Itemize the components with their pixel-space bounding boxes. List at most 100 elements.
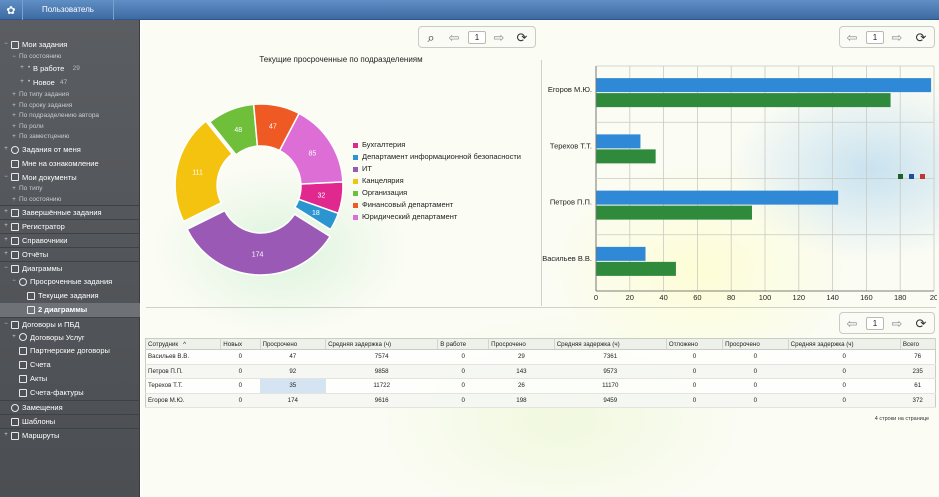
expand-icon[interactable]: +: [4, 209, 8, 216]
collapse-icon[interactable]: −: [4, 320, 8, 327]
sort-icon[interactable]: ^: [183, 340, 186, 348]
bar[interactable]: [596, 246, 646, 261]
column-header[interactable]: В работе: [437, 338, 490, 350]
expand-icon[interactable]: +: [12, 134, 16, 141]
expand-icon[interactable]: +: [12, 113, 16, 120]
sidebar-item[interactable]: + Отчёты: [0, 247, 140, 261]
next-page-icon[interactable]: ⇨: [891, 316, 903, 331]
expand-icon[interactable]: +: [12, 333, 16, 340]
sidebar-item[interactable]: Партнерские договоры: [0, 344, 140, 358]
sidebar-item[interactable]: Счета: [0, 358, 140, 372]
sidebar-item[interactable]: + Справочники: [0, 233, 140, 247]
sidebar-item[interactable]: Замещения: [0, 400, 140, 414]
sidebar-item[interactable]: + • В работе 29: [0, 62, 140, 76]
prev-page-icon[interactable]: ⇦: [846, 316, 858, 331]
sidebar-item[interactable]: + По сроку задания: [0, 101, 140, 112]
pie-slice[interactable]: [174, 120, 234, 223]
table-row[interactable]: Васильев В.В. 0 47 7574 0 29 7361 0 0 0 76: [145, 349, 936, 365]
refresh-icon[interactable]: ⟳: [516, 30, 528, 45]
sidebar-item[interactable]: + По типу: [0, 184, 140, 195]
expand-icon[interactable]: +: [4, 145, 8, 152]
column-header[interactable]: Просрочено: [260, 338, 327, 350]
page-number[interactable]: 1: [468, 31, 486, 44]
sidebar-item[interactable]: Текущие задания: [0, 289, 140, 303]
sidebar-item[interactable]: + По типу задания: [0, 90, 140, 101]
refresh-icon[interactable]: ⟳: [915, 316, 927, 331]
prev-page-icon[interactable]: ⇦: [448, 30, 460, 45]
collapse-icon[interactable]: −: [4, 173, 8, 180]
sidebar-item[interactable]: + • Новое 47: [0, 76, 140, 90]
sidebar-item[interactable]: + Завершённые задания: [0, 205, 140, 219]
column-header[interactable]: Сотрудник ^: [145, 338, 222, 350]
sidebar-item[interactable]: + Маршруты: [0, 427, 140, 442]
slice-value-label: 174: [252, 251, 264, 258]
sidebar-item[interactable]: + По подразделению автора: [0, 111, 140, 122]
page-number[interactable]: 1: [866, 317, 884, 330]
sidebar-item[interactable]: + По роли: [0, 122, 140, 133]
expand-icon[interactable]: +: [4, 223, 8, 230]
collapse-icon[interactable]: −: [12, 277, 16, 284]
pie-slice[interactable]: [293, 198, 340, 231]
expand-icon[interactable]: +: [4, 237, 8, 244]
sidebar-item[interactable]: 2 диаграммы: [0, 302, 140, 317]
bar[interactable]: [596, 190, 839, 205]
column-header[interactable]: Новых: [220, 338, 261, 350]
sidebar-item[interactable]: − Договоры и ПБД: [0, 316, 140, 331]
pie-slice[interactable]: [186, 209, 332, 276]
user-tab[interactable]: Пользователь: [22, 0, 114, 20]
column-header[interactable]: Средняя задержка (ч): [788, 338, 901, 350]
zoom-view-icon[interactable]: ⌕: [427, 30, 435, 45]
refresh-icon[interactable]: ⟳: [915, 30, 927, 45]
app-logo-icon[interactable]: ✿: [6, 4, 16, 17]
collapse-icon[interactable]: −: [4, 265, 8, 271]
page-number[interactable]: 1: [866, 31, 884, 44]
bar[interactable]: [596, 261, 676, 276]
sidebar-item-label: По состоянию: [19, 195, 62, 203]
expand-icon[interactable]: +: [4, 251, 8, 258]
table-row[interactable]: Егоров М.Ю. 0 174 9616 0 198 9459 0 0 0 372: [145, 393, 936, 409]
expand-icon[interactable]: +: [20, 79, 24, 86]
sidebar-item[interactable]: Акты: [0, 372, 140, 386]
expand-icon[interactable]: +: [12, 196, 16, 203]
sidebar-item[interactable]: + По заместцению: [0, 132, 140, 143]
column-header[interactable]: Просрочено: [488, 338, 555, 350]
sidebar-item[interactable]: − По состоянию: [0, 52, 140, 63]
sidebar-item[interactable]: Шаблоны: [0, 413, 140, 428]
table-cell: 0: [437, 349, 489, 365]
bar[interactable]: [596, 78, 932, 93]
sidebar-item[interactable]: − Просроченные задания: [0, 275, 140, 289]
sidebar-item[interactable]: − Мои задания: [0, 38, 140, 52]
expand-icon[interactable]: +: [12, 102, 16, 109]
sidebar-item[interactable]: + Задания от меня: [0, 143, 140, 157]
bar[interactable]: [596, 149, 656, 164]
pie-slice[interactable]: [278, 112, 344, 185]
sidebar-item[interactable]: − Мои документы: [0, 171, 140, 185]
collapse-icon[interactable]: −: [4, 41, 8, 47]
table-row[interactable]: Терехов Т.Т. 0 35 11722 0 26 11170 0 0 0 61: [145, 378, 936, 394]
collapse-icon[interactable]: −: [12, 53, 16, 60]
column-header[interactable]: Средняя задержка (ч): [554, 338, 667, 350]
sidebar-item[interactable]: + Регистратор: [0, 219, 140, 233]
bar[interactable]: [596, 205, 752, 220]
sidebar-item[interactable]: − Диаграммы: [0, 261, 140, 275]
sidebar-item[interactable]: + По состоянию: [0, 195, 140, 206]
sidebar-item-label: Диаграммы: [22, 264, 63, 273]
sidebar-item[interactable]: Счета-фактуры: [0, 386, 140, 400]
sidebar-item[interactable]: + Договоры Услуг: [0, 331, 140, 345]
sidebar-item[interactable]: Мне на ознакомление: [0, 157, 140, 171]
bar[interactable]: [596, 93, 891, 108]
column-header[interactable]: Просрочено: [722, 338, 789, 350]
bar[interactable]: [596, 134, 641, 149]
expand-icon[interactable]: +: [12, 186, 16, 193]
expand-icon[interactable]: +: [20, 65, 24, 72]
next-page-icon[interactable]: ⇨: [891, 30, 903, 45]
next-page-icon[interactable]: ⇨: [493, 30, 505, 45]
column-header[interactable]: Средняя задержка (ч): [325, 338, 439, 350]
column-header[interactable]: Всего: [900, 338, 937, 350]
expand-icon[interactable]: +: [12, 92, 16, 99]
table-row[interactable]: Петров П.П. 0 92 9858 0 143 9573 0 0 0 235: [145, 364, 936, 380]
column-header[interactable]: Отложено: [666, 338, 724, 350]
prev-page-icon[interactable]: ⇦: [846, 30, 858, 45]
expand-icon[interactable]: +: [4, 431, 8, 438]
expand-icon[interactable]: +: [12, 123, 16, 130]
